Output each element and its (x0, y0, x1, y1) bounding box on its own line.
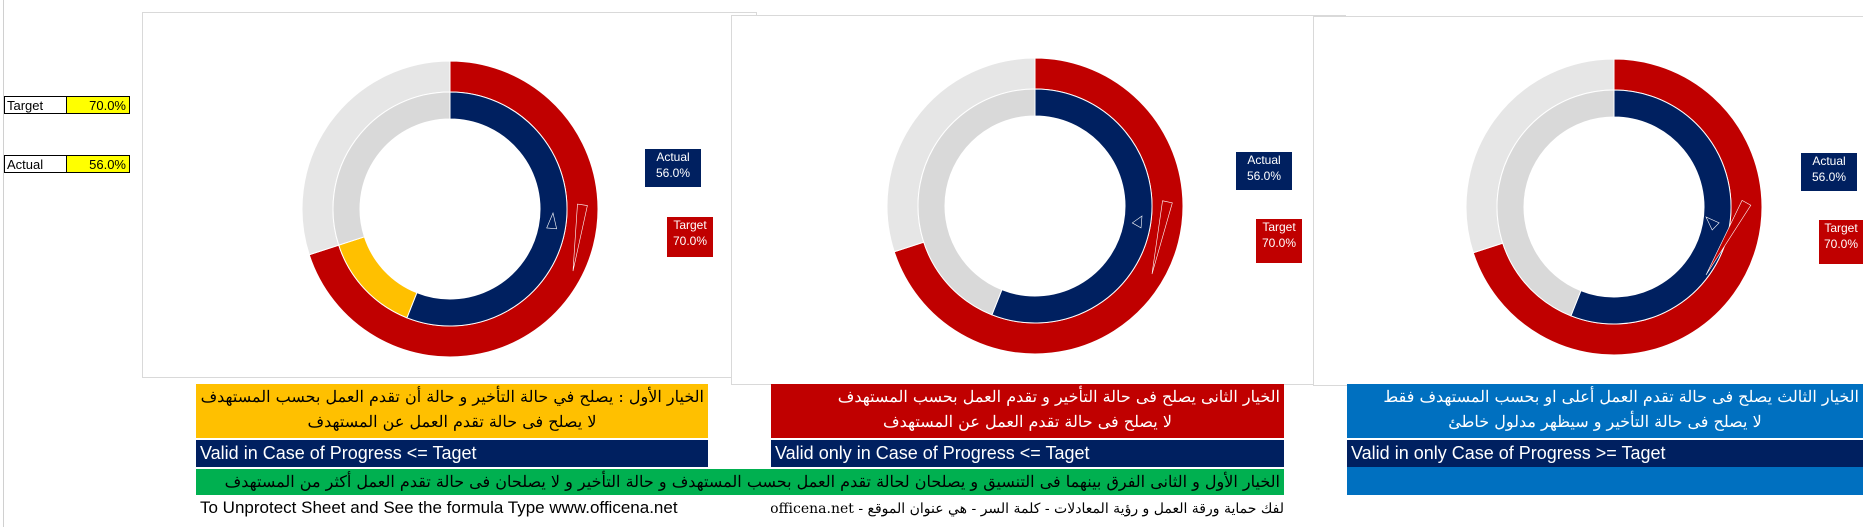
target-value-cell[interactable]: 70.0% (66, 96, 130, 114)
actual-label-text: Actual (656, 150, 690, 164)
target-data-label: Target 70.0% (1255, 218, 1303, 264)
chart-option-3[interactable]: Actual 56.0% Target 70.0% (1313, 16, 1863, 386)
target-label-cell[interactable]: Target (4, 96, 66, 114)
target-leader-line (1151, 200, 1173, 275)
actual-data-label: Actual 56.0% (1235, 151, 1293, 191)
actual-label-value: 56.0% (1811, 170, 1847, 184)
target-data-label: Target 70.0% (1818, 219, 1863, 265)
inner-ring-remaining-slice[interactable] (1496, 89, 1615, 317)
actual-leader-line (1705, 216, 1720, 231)
option-3-arabic-line1: الخيار الثالث يصلح فى حالة تقدم العمل أع… (1347, 384, 1863, 409)
target-label-text: Target (673, 218, 707, 232)
green-comparison-note: الخيار الأول و الثانى الفرق بينهما فى ال… (196, 469, 1284, 495)
actual-label-text: Actual (1812, 154, 1846, 168)
option-2-english: Valid only in Case of Progress <= Taget (771, 440, 1284, 467)
option-1-arabic-line1: الخيار الأول : يصلح في حالة التأخير و حا… (196, 384, 708, 409)
option-3-arabic-line2: لا يصلح فى حالة التأخير و سيظهر مدلول خا… (1347, 409, 1863, 438)
target-leader-line (1705, 199, 1752, 276)
target-label-text: Target (1262, 220, 1296, 234)
inner-ring-actual-slice[interactable] (406, 91, 568, 327)
option-1-english: Valid in Case of Progress <= Taget (196, 440, 708, 467)
target-label-value: 70.0% (1261, 236, 1297, 250)
actual-value-cell[interactable]: 56.0% (66, 155, 130, 173)
actual-label-text: Actual (1247, 153, 1281, 167)
actual-leader-line (1131, 215, 1143, 229)
option-3-blue-filler (1347, 467, 1863, 495)
footer-english: To Unprotect Sheet and See the formula T… (200, 498, 678, 517)
inner-ring-actual-slice[interactable] (991, 88, 1153, 324)
actual-label-value: 56.0% (655, 166, 691, 180)
target-label-text: Target (1824, 221, 1858, 235)
option-2-arabic-line2: لا يصلح فى حالة تقدم العمل عن المستهدف (771, 409, 1284, 438)
target-label-value: 70.0% (672, 234, 708, 248)
inner-ring-remaining-slice[interactable] (332, 91, 451, 246)
doughnut-chart-1 (301, 60, 599, 358)
actual-label-cell[interactable]: Actual (4, 155, 66, 173)
doughnut-chart-3 (1465, 58, 1763, 356)
doughnut-chart-2 (886, 57, 1184, 355)
option-3-english: Valid in only Case of Progress >= Taget (1347, 440, 1863, 467)
option-2-arabic-line1: الخيار الثانى يصلح فى حالة التأخير و تقد… (771, 384, 1284, 409)
footer-arabic: لفك حماية ورقة العمل و رؤية المعادلات - … (771, 501, 1284, 517)
chart-option-1[interactable]: Actual 56.0% Target 70.0% (142, 12, 757, 378)
inner-ring-actual-slice[interactable] (1570, 89, 1732, 325)
target-leader-line (572, 203, 588, 272)
chart-option-2[interactable]: Actual 56.0% Target 70.0% (731, 15, 1346, 385)
actual-label-value: 56.0% (1246, 169, 1282, 183)
actual-leader-line (546, 212, 558, 230)
target-data-label: Target 70.0% (666, 216, 714, 258)
target-label-value: 70.0% (1823, 237, 1859, 251)
actual-data-label: Actual 56.0% (1800, 152, 1858, 192)
inner-ring-remaining-slice[interactable] (917, 88, 1036, 316)
option-1-arabic-line2: لا يصلح فى حالة تقدم العمل عن المستهدف (196, 409, 708, 438)
sheet-row-divider (3, 0, 4, 527)
actual-data-label: Actual 56.0% (644, 148, 702, 188)
